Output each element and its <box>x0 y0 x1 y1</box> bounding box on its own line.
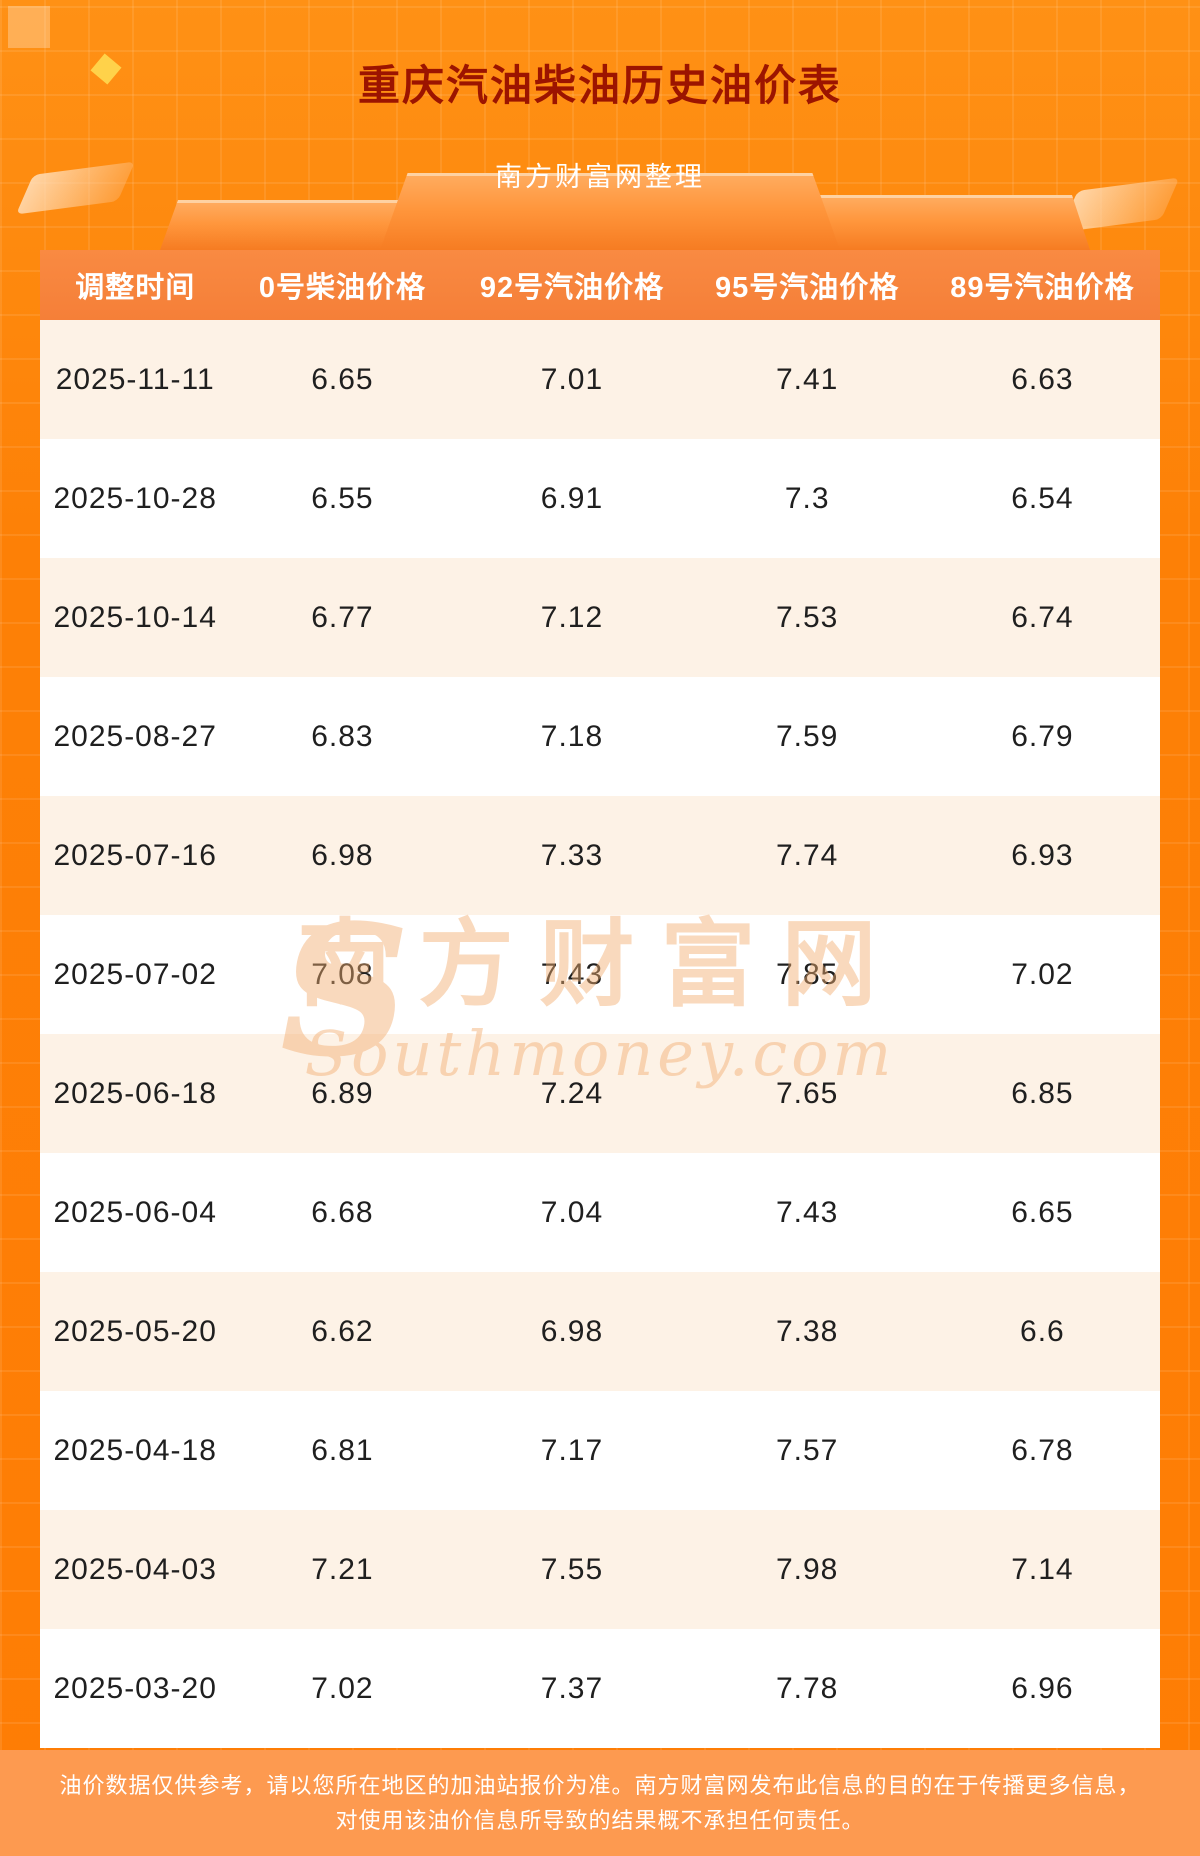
price-cell: 7.43 <box>775 1195 839 1229</box>
price-cell: 7.65 <box>775 1076 839 1110</box>
price-cell: 7.21 <box>311 1552 374 1586</box>
date-cell: 2025-06-04 <box>53 1195 217 1229</box>
table-row: 2025-05-20 6.62 6.98 7.38 6.6 <box>40 1272 1160 1391</box>
price-cell: 6.85 <box>1011 1076 1074 1110</box>
table-body: 2025-11-11 6.65 7.01 7.41 6.63 2025-10-28 6.55… <box>40 320 1160 1748</box>
table-row: 2025-11-11 6.65 7.01 7.41 6.63 <box>40 320 1160 439</box>
price-cell: 7.55 <box>540 1552 604 1586</box>
price-cell: 7.24 <box>540 1076 604 1110</box>
page-subtitle: 南方财富网整理 <box>495 162 705 192</box>
footer-disclaimer-text: 油价数据仅供参考，请以您所在地区的加油站报价为准。南方财富网发布此信息的目的在于… <box>59 1772 1141 1833</box>
price-cell: 7.85 <box>775 957 839 991</box>
date-cell: 2025-06-18 <box>53 1076 217 1110</box>
price-cell: 6.83 <box>311 719 374 753</box>
column-header: 95号汽油价格 <box>689 250 925 320</box>
table-row: 2025-03-20 7.02 7.37 7.78 6.96 <box>40 1629 1160 1748</box>
table-row: 2025-08-27 6.83 7.18 7.59 6.79 <box>40 677 1160 796</box>
price-cell: 7.53 <box>775 600 839 634</box>
page-title: 重庆汽油柴油历史油价表 <box>357 62 842 109</box>
price-cell: 6.96 <box>1011 1671 1074 1705</box>
price-cell: 7.14 <box>1011 1552 1074 1586</box>
table-row: 2025-07-16 6.98 7.33 7.74 6.93 <box>40 796 1160 915</box>
price-table-container: 调整时间 0号柴油价格 92号汽油价格 95号汽油价格 89号汽油价格 2025-11-… <box>40 250 1160 1748</box>
table-row: 2025-04-03 7.21 7.55 7.98 7.14 <box>40 1510 1160 1629</box>
date-cell: 2025-04-03 <box>53 1552 217 1586</box>
price-cell: 6.6 <box>1020 1314 1065 1348</box>
price-cell: 7.57 <box>775 1433 839 1467</box>
table-row: 2025-10-14 6.77 7.12 7.53 6.74 <box>40 558 1160 677</box>
column-header: 0号柴油价格 <box>230 250 455 320</box>
price-cell: 6.98 <box>540 1314 604 1348</box>
decoration-platform-left <box>160 200 460 250</box>
date-cell: 2025-08-27 <box>53 719 217 753</box>
price-cell: 6.62 <box>311 1314 374 1348</box>
decoration-platform-right <box>790 195 1090 250</box>
table-header-row: 调整时间 0号柴油价格 92号汽油价格 95号汽油价格 89号汽油价格 <box>40 250 1160 320</box>
date-cell: 2025-05-20 <box>53 1314 217 1348</box>
column-header: 调整时间 <box>40 250 231 320</box>
price-cell: 6.89 <box>311 1076 374 1110</box>
date-cell: 2025-04-18 <box>53 1433 217 1467</box>
date-cell: 2025-07-02 <box>53 957 217 991</box>
price-cell: 7.02 <box>1011 957 1074 991</box>
price-cell: 7.98 <box>775 1552 839 1586</box>
price-cell: 7.02 <box>311 1671 374 1705</box>
price-cell: 6.78 <box>1011 1433 1074 1467</box>
price-cell: 7.12 <box>540 600 604 634</box>
table-row: 2025-10-28 6.55 6.91 7.3 6.54 <box>40 439 1160 558</box>
column-header: 92号汽油价格 <box>454 250 690 320</box>
decoration-confetti <box>8 6 50 48</box>
date-cell: 2025-03-20 <box>53 1671 217 1705</box>
price-cell: 6.63 <box>1011 362 1074 396</box>
date-cell: 2025-10-14 <box>53 600 217 634</box>
price-cell: 6.68 <box>311 1195 374 1229</box>
date-cell: 2025-11-11 <box>55 362 215 396</box>
price-cell: 7.18 <box>540 719 604 753</box>
date-cell: 2025-07-16 <box>53 838 217 872</box>
price-cell: 6.54 <box>1011 481 1074 515</box>
header-section: 重庆汽油柴油历史油价表 南方财富网整理 <box>0 0 1200 250</box>
price-cell: 6.93 <box>1011 838 1074 872</box>
price-cell: 6.65 <box>1011 1195 1074 1229</box>
date-cell: 2025-10-28 <box>53 481 217 515</box>
price-cell: 7.74 <box>775 838 839 872</box>
price-cell: 7.01 <box>540 362 604 396</box>
price-cell: 7.78 <box>775 1671 839 1705</box>
table-row: 2025-06-18 6.89 7.24 7.65 6.85 <box>40 1034 1160 1153</box>
price-cell: 7.37 <box>540 1671 604 1705</box>
table-row: 2025-06-04 6.68 7.04 7.43 6.65 <box>40 1153 1160 1272</box>
price-cell: 7.04 <box>540 1195 604 1229</box>
column-header: 89号汽油价格 <box>924 250 1160 320</box>
price-cell: 7.08 <box>311 957 374 991</box>
price-cell: 7.3 <box>784 481 830 515</box>
footer-disclaimer-bar: 油价数据仅供参考，请以您所在地区的加油站报价为准。南方财富网发布此信息的目的在于… <box>0 1750 1200 1856</box>
price-cell: 7.59 <box>775 719 839 753</box>
table-row: 2025-07-02 7.08 7.43 7.85 7.02 <box>40 915 1160 1034</box>
price-table: 调整时间 0号柴油价格 92号汽油价格 95号汽油价格 89号汽油价格 2025-11-… <box>40 250 1160 1748</box>
price-cell: 6.74 <box>1011 600 1074 634</box>
table-row: 2025-04-18 6.81 7.17 7.57 6.78 <box>40 1391 1160 1510</box>
price-cell: 6.81 <box>311 1433 374 1467</box>
price-cell: 6.65 <box>311 362 374 396</box>
price-cell: 6.77 <box>311 600 374 634</box>
price-cell: 7.41 <box>775 362 839 396</box>
price-cell: 7.33 <box>540 838 604 872</box>
price-cell: 6.55 <box>311 481 374 515</box>
price-cell: 7.38 <box>775 1314 839 1348</box>
price-cell: 6.98 <box>311 838 374 872</box>
price-cell: 6.91 <box>540 481 604 515</box>
price-cell: 6.79 <box>1011 719 1074 753</box>
price-cell: 7.43 <box>540 957 604 991</box>
price-cell: 7.17 <box>540 1433 604 1467</box>
